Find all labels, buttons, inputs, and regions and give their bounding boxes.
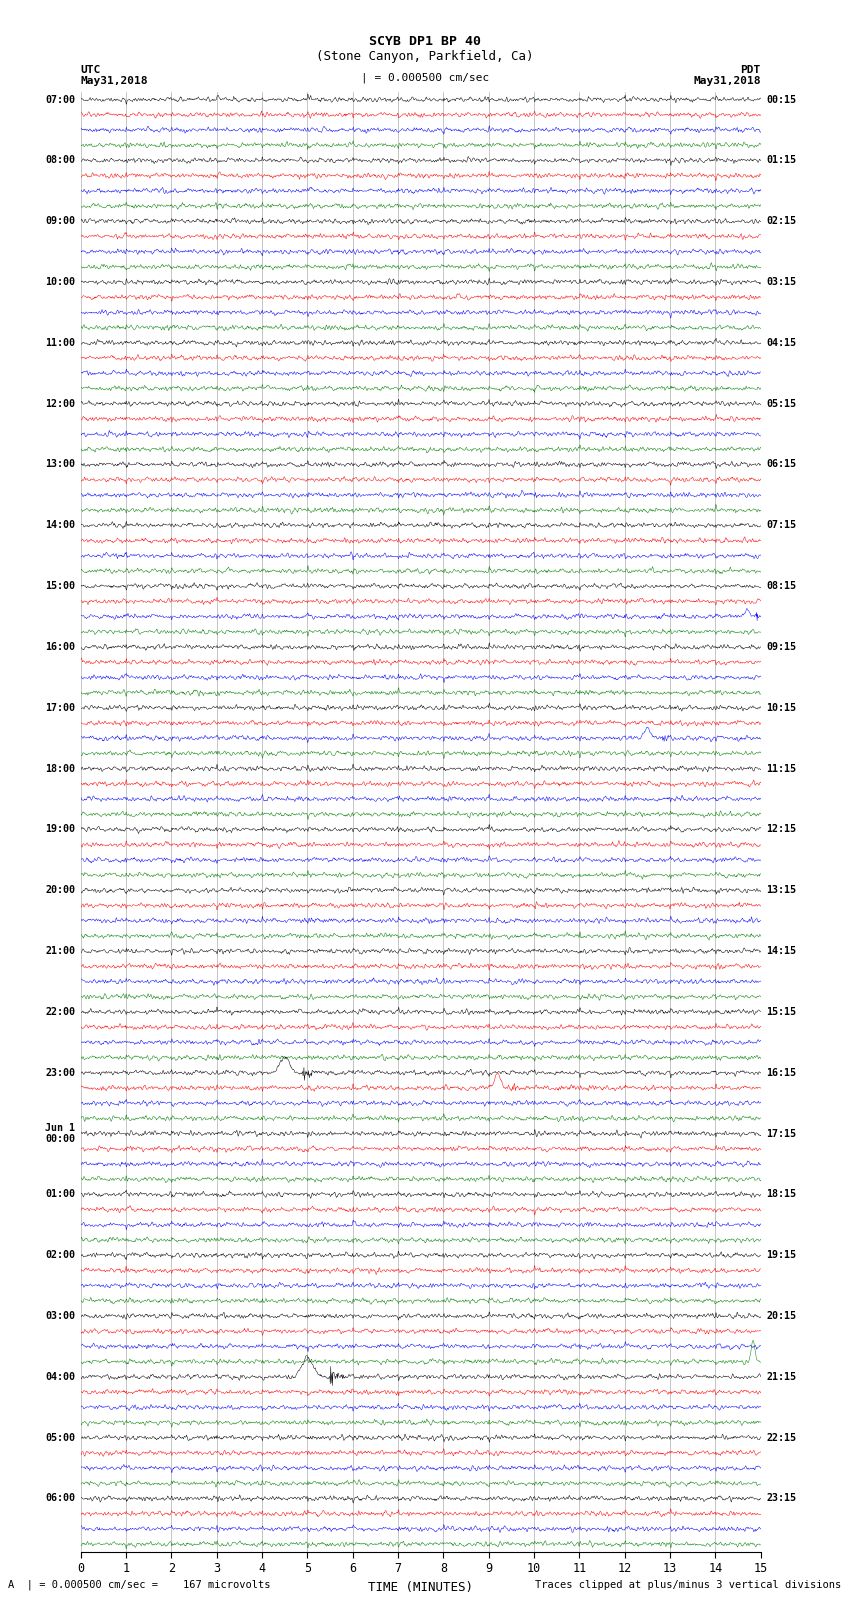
Text: A  | = 0.000500 cm/sec =    167 microvolts: A | = 0.000500 cm/sec = 167 microvolts (8, 1579, 271, 1590)
Text: 06:00: 06:00 (45, 1494, 75, 1503)
Text: 14:15: 14:15 (767, 947, 796, 957)
Text: 20:00: 20:00 (45, 886, 75, 895)
Text: 02:15: 02:15 (767, 216, 796, 226)
Text: 03:15: 03:15 (767, 277, 796, 287)
Text: 12:15: 12:15 (767, 824, 796, 834)
Text: 17:00: 17:00 (45, 703, 75, 713)
Text: May31,2018: May31,2018 (694, 76, 761, 85)
Text: 23:15: 23:15 (767, 1494, 796, 1503)
Text: 11:00: 11:00 (45, 337, 75, 348)
Text: 01:15: 01:15 (767, 155, 796, 166)
Text: 07:15: 07:15 (767, 521, 796, 531)
Text: 17:15: 17:15 (767, 1129, 796, 1139)
Text: UTC: UTC (81, 65, 101, 74)
Text: 06:15: 06:15 (767, 460, 796, 469)
Text: 09:00: 09:00 (45, 216, 75, 226)
Text: 13:00: 13:00 (45, 460, 75, 469)
Text: PDT: PDT (740, 65, 761, 74)
Text: 19:15: 19:15 (767, 1250, 796, 1260)
Text: 21:15: 21:15 (767, 1371, 796, 1382)
Text: 21:00: 21:00 (45, 947, 75, 957)
Text: 13:15: 13:15 (767, 886, 796, 895)
Text: 16:00: 16:00 (45, 642, 75, 652)
Text: (Stone Canyon, Parkfield, Ca): (Stone Canyon, Parkfield, Ca) (316, 50, 534, 63)
Text: 09:15: 09:15 (767, 642, 796, 652)
Text: 20:15: 20:15 (767, 1311, 796, 1321)
Text: 16:15: 16:15 (767, 1068, 796, 1077)
Text: 15:15: 15:15 (767, 1007, 796, 1016)
Text: SCYB DP1 BP 40: SCYB DP1 BP 40 (369, 35, 481, 48)
Text: 12:00: 12:00 (45, 398, 75, 408)
Text: 05:15: 05:15 (767, 398, 796, 408)
Text: 00:15: 00:15 (767, 95, 796, 105)
Text: 02:00: 02:00 (45, 1250, 75, 1260)
Text: 04:15: 04:15 (767, 337, 796, 348)
Text: Traces clipped at plus/minus 3 vertical divisions: Traces clipped at plus/minus 3 vertical … (536, 1581, 842, 1590)
Text: 07:00: 07:00 (45, 95, 75, 105)
Text: 23:00: 23:00 (45, 1068, 75, 1077)
Text: 04:00: 04:00 (45, 1371, 75, 1382)
Text: 10:15: 10:15 (767, 703, 796, 713)
Text: 18:15: 18:15 (767, 1189, 796, 1200)
Text: 14:00: 14:00 (45, 521, 75, 531)
Text: 05:00: 05:00 (45, 1432, 75, 1442)
Text: 11:15: 11:15 (767, 763, 796, 774)
Text: 22:15: 22:15 (767, 1432, 796, 1442)
Text: 18:00: 18:00 (45, 763, 75, 774)
Text: 15:00: 15:00 (45, 581, 75, 590)
X-axis label: TIME (MINUTES): TIME (MINUTES) (368, 1581, 473, 1594)
Text: 03:00: 03:00 (45, 1311, 75, 1321)
Text: 19:00: 19:00 (45, 824, 75, 834)
Text: 10:00: 10:00 (45, 277, 75, 287)
Text: 01:00: 01:00 (45, 1189, 75, 1200)
Text: 08:00: 08:00 (45, 155, 75, 166)
Text: Jun 1
00:00: Jun 1 00:00 (45, 1123, 75, 1144)
Text: | = 0.000500 cm/sec: | = 0.000500 cm/sec (361, 73, 489, 84)
Text: 08:15: 08:15 (767, 581, 796, 590)
Text: 22:00: 22:00 (45, 1007, 75, 1016)
Text: May31,2018: May31,2018 (81, 76, 148, 85)
